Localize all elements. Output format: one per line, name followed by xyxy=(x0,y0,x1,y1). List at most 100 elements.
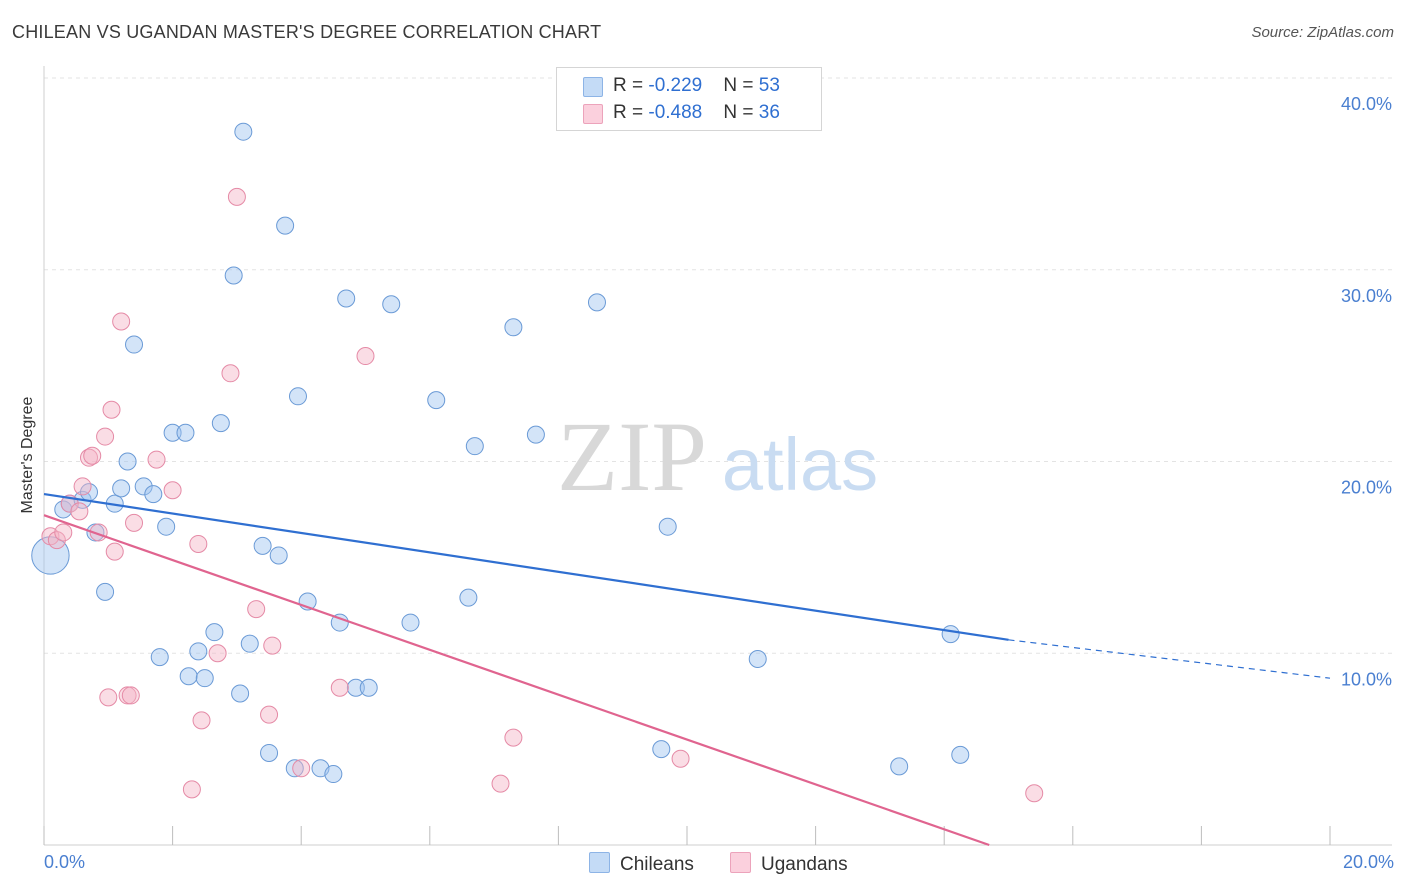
chilean-trend-extension xyxy=(1008,639,1331,679)
chilean-point xyxy=(459,588,478,607)
legend-r-value: -0.488 xyxy=(648,102,703,123)
ugandan-point xyxy=(80,448,99,467)
ugandan-point xyxy=(125,513,144,532)
ugandan-trend-line xyxy=(43,514,990,847)
ugandan-point xyxy=(147,450,166,469)
legend-r-value: -0.229 xyxy=(648,75,703,96)
legend-label-ugandans: Ugandans xyxy=(761,854,848,875)
ugandan-point xyxy=(671,749,690,768)
ugandan-point xyxy=(96,427,115,446)
series-legend-chileans: Chileans xyxy=(589,852,694,876)
correlation-legend: R = -0.229 N = 53 R = -0.488 N = 36 xyxy=(556,67,822,131)
series-legend-ugandans: Ugandans xyxy=(730,852,848,876)
watermark-atlas: atlas xyxy=(722,423,878,506)
y-axis-label: Master's Degree xyxy=(19,396,36,514)
ugandan-point xyxy=(263,636,282,655)
ugandan-point xyxy=(1025,784,1044,803)
chilean-point xyxy=(401,613,420,632)
chilean-point xyxy=(253,536,272,555)
chilean-point xyxy=(504,318,523,337)
y-tick-labels: 10.0% 20.0% 30.0% 40.0% xyxy=(1341,94,1392,689)
chilean-point xyxy=(285,759,304,778)
chilean-point xyxy=(324,765,343,784)
ugandan-point xyxy=(356,347,375,366)
ugandan-point xyxy=(73,477,92,496)
ugandan-point xyxy=(54,523,73,542)
chilean-point xyxy=(526,425,545,444)
chilean-point xyxy=(157,517,176,536)
ugandan-point xyxy=(102,400,121,419)
legend-swatch-pink xyxy=(730,852,751,873)
ugandan-point xyxy=(227,187,246,206)
chilean-point xyxy=(205,623,224,642)
chilean-point xyxy=(748,650,767,669)
chilean-point xyxy=(179,667,198,686)
chilean-point xyxy=(234,122,253,141)
ugandan-point xyxy=(247,600,266,619)
ugandan-point xyxy=(70,502,89,521)
chart-title: CHILEAN VS UGANDAN MASTER'S DEGREE CORRE… xyxy=(12,22,602,42)
grid-lines xyxy=(44,77,1392,654)
chilean-point xyxy=(260,743,279,762)
chilean-point xyxy=(231,684,250,703)
ugandan-point xyxy=(504,728,523,747)
ugandan-point xyxy=(189,534,208,553)
chilean-point xyxy=(31,536,70,575)
chilean-point xyxy=(176,423,195,442)
x-tick-label-max: 20.0% xyxy=(1342,852,1394,872)
ugandan-point xyxy=(260,705,279,724)
ugandan-point xyxy=(221,364,240,383)
chilean-point xyxy=(144,485,163,504)
chilean-point xyxy=(189,642,208,661)
y-tick-label: 30.0% xyxy=(1341,286,1392,306)
chilean-point xyxy=(276,216,295,235)
chilean-point xyxy=(346,678,365,697)
chilean-point xyxy=(288,387,307,406)
legend-r-label: R = xyxy=(613,102,649,123)
chilean-point xyxy=(359,678,378,697)
chilean-point xyxy=(652,740,671,759)
legend-swatch-pink xyxy=(583,104,603,124)
legend-n-value: 53 xyxy=(758,75,780,96)
chilean-point xyxy=(134,477,153,496)
data-points xyxy=(31,122,1044,803)
ugandan-point xyxy=(112,312,131,331)
chilean-point xyxy=(941,625,960,644)
ugandan-point xyxy=(491,774,510,793)
legend-swatch-blue xyxy=(583,77,603,97)
chilean-point xyxy=(330,613,349,632)
legend-label-chileans: Chileans xyxy=(620,854,694,875)
chilean-point xyxy=(224,266,243,285)
ugandan-point xyxy=(105,542,124,561)
chilean-point xyxy=(211,414,230,433)
chilean-point xyxy=(118,452,137,471)
legend-n-label: N = xyxy=(723,102,759,123)
legend-r-label: R = xyxy=(613,75,649,96)
ugandan-point xyxy=(47,531,66,550)
chilean-point xyxy=(269,546,288,565)
ugandan-point xyxy=(99,688,118,707)
trend-lines xyxy=(43,493,1331,847)
x-axis xyxy=(43,66,1392,846)
chilean-point xyxy=(195,669,214,688)
y-tick-label: 20.0% xyxy=(1341,478,1392,498)
chilean-point xyxy=(427,391,446,410)
y-tick-label: 10.0% xyxy=(1341,669,1392,689)
legend-n-label: N = xyxy=(723,75,759,96)
chilean-point xyxy=(890,757,909,776)
chilean-point xyxy=(96,582,115,601)
watermark: ZIP atlas xyxy=(557,401,878,512)
chilean-point xyxy=(125,335,144,354)
legend-n-value: 36 xyxy=(758,102,780,123)
ugandan-point xyxy=(83,446,102,465)
ugandan-point xyxy=(163,481,182,500)
ugandan-point xyxy=(121,686,140,705)
legend-swatch-blue xyxy=(589,852,610,873)
source-label: Source: ZipAtlas.com xyxy=(1251,24,1394,41)
x-tick-label-min: 0.0% xyxy=(44,852,86,872)
ugandan-point xyxy=(330,678,349,697)
chilean-point xyxy=(112,479,131,498)
y-tick-label: 40.0% xyxy=(1341,94,1392,114)
ugandan-point xyxy=(182,780,201,799)
